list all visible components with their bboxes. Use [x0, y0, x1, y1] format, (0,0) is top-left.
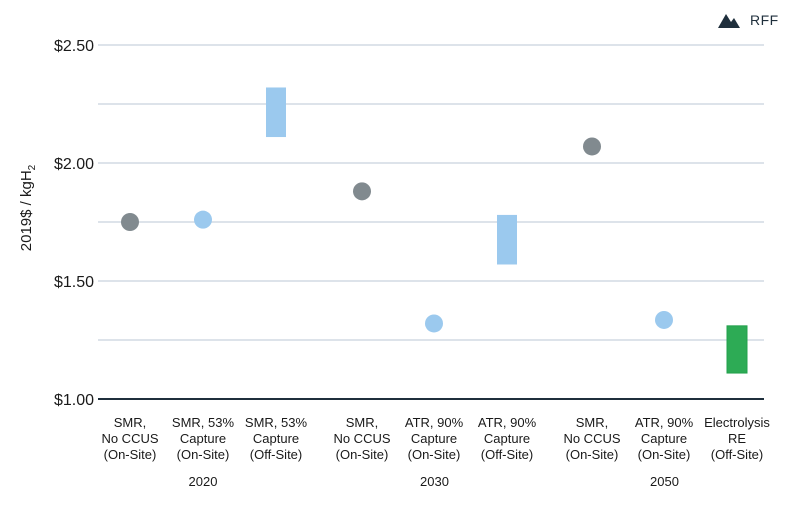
category-label: SMR, — [576, 415, 609, 430]
category-label: SMR, — [346, 415, 379, 430]
category-label: (On-Site) — [104, 447, 157, 462]
mountain-icon — [718, 14, 740, 28]
category-label: (Off-Site) — [250, 447, 303, 462]
group-label: 2030 — [420, 474, 449, 489]
category-label: Capture — [411, 431, 457, 446]
category-label: No CCUS — [563, 431, 620, 446]
category-label: (On-Site) — [638, 447, 691, 462]
data-range-bar — [726, 325, 748, 374]
data-point — [121, 213, 139, 231]
category-label: Capture — [641, 431, 687, 446]
y-tick-label: $2.00 — [54, 156, 94, 173]
y-tick-label: $1.00 — [54, 392, 94, 409]
category-label: (On-Site) — [336, 447, 389, 462]
logo: RFF — [718, 10, 779, 30]
category-label: SMR, — [114, 415, 147, 430]
category-label: ATR, 90% — [635, 415, 694, 430]
category-label: No CCUS — [101, 431, 158, 446]
data-range-bar — [497, 214, 517, 265]
category-label: SMR, 53% — [172, 415, 235, 430]
data-point — [655, 310, 673, 329]
category-label: (On-Site) — [566, 447, 619, 462]
category-label: (On-Site) — [408, 447, 461, 462]
category-label: Capture — [180, 431, 226, 446]
data-point — [353, 182, 371, 201]
data-range-bar — [266, 87, 286, 138]
category-label: (On-Site) — [177, 447, 230, 462]
category-label: (Off-Site) — [711, 447, 764, 462]
y-tick-label: $2.50 — [54, 38, 94, 55]
y-tick-label: $1.50 — [54, 274, 94, 291]
category-label: No CCUS — [333, 431, 390, 446]
logo-text: RFF — [750, 12, 779, 28]
category-label: Electrolysis — [704, 415, 770, 430]
data-point — [194, 210, 212, 229]
category-label: (Off-Site) — [481, 447, 534, 462]
group-label: 2020 — [189, 474, 218, 489]
category-label: ATR, 90% — [405, 415, 464, 430]
category-label: Capture — [253, 431, 299, 446]
category-label: Capture — [484, 431, 530, 446]
category-label: SMR, 53% — [245, 415, 308, 430]
category-label: RE — [728, 431, 746, 446]
group-label: 2050 — [650, 474, 679, 489]
data-point — [425, 314, 443, 333]
category-label: ATR, 90% — [478, 415, 537, 430]
data-point — [583, 137, 601, 156]
